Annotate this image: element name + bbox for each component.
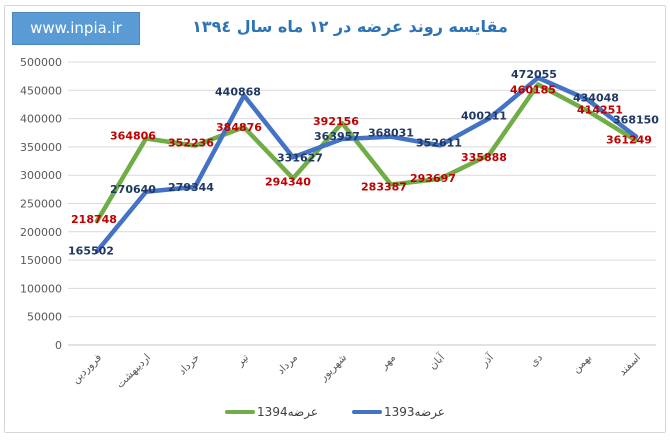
chart-legend: عرضه1394 عرضه1393 (0, 400, 670, 424)
x-axis-category-label: فروردین (70, 352, 104, 386)
data-label-1394: 384876 (216, 121, 262, 134)
x-axis-category-label: آذر (477, 350, 497, 370)
y-axis-tick-label: 350000 (20, 141, 62, 154)
y-axis-tick-label: 400000 (20, 113, 62, 126)
data-label-1394: 283387 (361, 181, 407, 194)
data-label-1393: 440868 (215, 86, 261, 99)
y-axis-tick-label: 300000 (20, 169, 62, 182)
data-label-1394: 218748 (71, 213, 117, 226)
data-label-1393: 165502 (68, 244, 114, 257)
y-axis-tick-label: 100000 (20, 282, 62, 295)
x-axis-category-label: مهر (377, 352, 398, 373)
data-label-1393: 363957 (314, 130, 360, 143)
data-label-1393: 472055 (511, 68, 557, 81)
y-axis-tick-label: 50000 (27, 311, 62, 324)
y-axis-tick-label: 450000 (20, 84, 62, 97)
data-label-1393: 352611 (416, 136, 462, 149)
legend-label-1394: عرضه1394 (257, 405, 318, 419)
data-label-1394: 352236 (168, 137, 214, 150)
data-label-1393: 368150 (613, 114, 659, 127)
data-label-1393: 434048 (573, 91, 619, 104)
legend-item-1394: عرضه1394 (225, 405, 318, 419)
data-label-1394: 460185 (510, 84, 556, 97)
legend-swatch-1393-line (352, 410, 382, 414)
data-label-1393: 331627 (277, 151, 323, 164)
x-axis-category-label: شهریور (317, 352, 349, 384)
x-axis-category-label: آبان (426, 350, 448, 372)
y-axis-tick-label: 500000 (20, 56, 62, 69)
data-label-1394: 294340 (265, 175, 311, 188)
chart-title: مقایسه روند عرضه در ۱۲ ماه سال ۱۳۹٤ (192, 17, 508, 36)
data-label-1394: 361249 (606, 134, 652, 147)
data-label-1393: 270640 (110, 183, 156, 196)
watermark-text: www.inpia.ir (30, 19, 122, 37)
legend-item-1393: عرضه1393 (352, 405, 445, 419)
y-axis-tick-label: 200000 (20, 226, 62, 239)
x-axis-category-label: بهمن (570, 352, 594, 376)
data-label-1394: 364806 (110, 130, 156, 143)
watermark-badge: www.inpia.ir (12, 12, 140, 45)
data-label-1394: 293697 (410, 172, 456, 185)
series-line-1394 (94, 82, 639, 224)
y-axis-tick-label: 250000 (20, 198, 62, 211)
y-axis-tick-label: 0 (55, 339, 62, 352)
x-axis-category-label: خرداد (176, 352, 202, 378)
x-axis-category-label: تیر (234, 352, 252, 370)
x-axis-category-label: دی (528, 351, 546, 369)
data-label-1394: 414251 (577, 104, 623, 117)
data-label-1394: 335888 (461, 151, 507, 164)
data-label-1393: 279344 (168, 181, 214, 194)
y-axis-tick-label: 150000 (20, 254, 62, 267)
series-line-1393 (94, 75, 639, 254)
legend-swatch-1394-line (225, 410, 256, 414)
legend-label-1393: عرضه1393 (384, 405, 445, 419)
data-label-1394: 392156 (313, 115, 359, 128)
x-axis-category-label: مرداد (275, 352, 300, 377)
x-axis-category-label: اردیبهشت (114, 352, 153, 391)
data-label-1393: 368031 (368, 127, 414, 140)
x-axis-category-label: اسفند (616, 352, 643, 379)
data-label-1393: 400211 (461, 110, 507, 123)
